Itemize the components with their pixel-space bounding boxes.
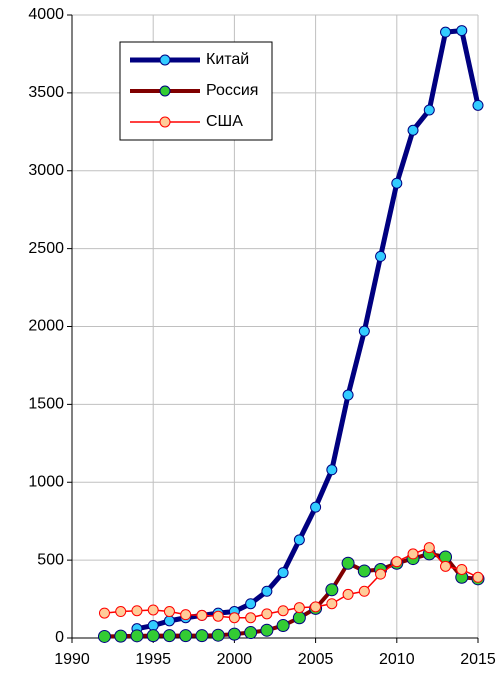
point	[407, 124, 419, 136]
y-tick-label: 2000	[28, 318, 64, 335]
legend-marker	[159, 116, 171, 128]
point	[163, 615, 175, 627]
point	[325, 583, 339, 597]
point	[375, 250, 387, 262]
point	[423, 104, 435, 116]
y-tick-label: 3500	[28, 84, 64, 101]
x-tick-label: 1995	[135, 651, 171, 668]
point	[341, 556, 355, 570]
y-tick-label: 4000	[28, 6, 64, 23]
point	[357, 564, 371, 578]
point	[147, 620, 159, 632]
point	[342, 588, 354, 600]
point	[391, 177, 403, 189]
point	[407, 548, 419, 560]
point	[472, 571, 484, 583]
point	[211, 628, 225, 642]
point	[180, 609, 192, 621]
legend-label: США	[206, 113, 243, 130]
point	[277, 567, 289, 579]
point	[358, 325, 370, 337]
point	[293, 534, 305, 546]
point	[375, 568, 387, 580]
point	[196, 609, 208, 621]
x-tick-label: 2000	[217, 651, 253, 668]
point	[147, 604, 159, 616]
point	[358, 585, 370, 597]
y-tick-label: 2500	[28, 240, 64, 257]
point	[326, 598, 338, 610]
legend-label: Россия	[206, 82, 258, 99]
point	[98, 607, 110, 619]
point	[456, 25, 468, 37]
y-tick-label: 1500	[28, 396, 64, 413]
legend-marker	[159, 54, 171, 66]
point	[195, 629, 209, 643]
point	[293, 602, 305, 614]
point	[326, 464, 338, 476]
point	[146, 629, 160, 643]
point	[277, 605, 289, 617]
x-tick-label: 2005	[298, 651, 334, 668]
point	[131, 605, 143, 617]
legend-label: Китай	[206, 51, 249, 68]
point	[114, 629, 128, 643]
point	[456, 563, 468, 575]
legend-marker	[159, 85, 171, 97]
y-tick-label: 500	[37, 551, 64, 568]
y-tick-label: 1000	[28, 473, 64, 490]
point	[163, 606, 175, 618]
point	[261, 585, 273, 597]
point	[227, 627, 241, 641]
point	[260, 623, 274, 637]
point	[115, 606, 127, 618]
point	[212, 610, 224, 622]
point	[245, 598, 257, 610]
point	[245, 612, 257, 624]
point	[228, 612, 240, 624]
point	[423, 542, 435, 554]
point	[261, 608, 273, 620]
point	[97, 629, 111, 643]
y-tick-label: 0	[55, 629, 64, 646]
point	[440, 26, 452, 38]
point	[440, 560, 452, 572]
point	[292, 611, 306, 625]
point	[179, 629, 193, 643]
point	[310, 501, 322, 513]
x-tick-label: 2015	[460, 651, 496, 668]
point	[162, 629, 176, 643]
x-tick-label: 2010	[379, 651, 415, 668]
point	[472, 99, 484, 111]
point	[310, 601, 322, 613]
point	[342, 389, 354, 401]
point	[130, 629, 144, 643]
point	[276, 619, 290, 633]
point	[391, 556, 403, 568]
point	[244, 626, 258, 640]
series-line	[136, 28, 481, 632]
y-tick-label: 3000	[28, 162, 64, 179]
x-tick-label: 1990	[54, 651, 90, 668]
